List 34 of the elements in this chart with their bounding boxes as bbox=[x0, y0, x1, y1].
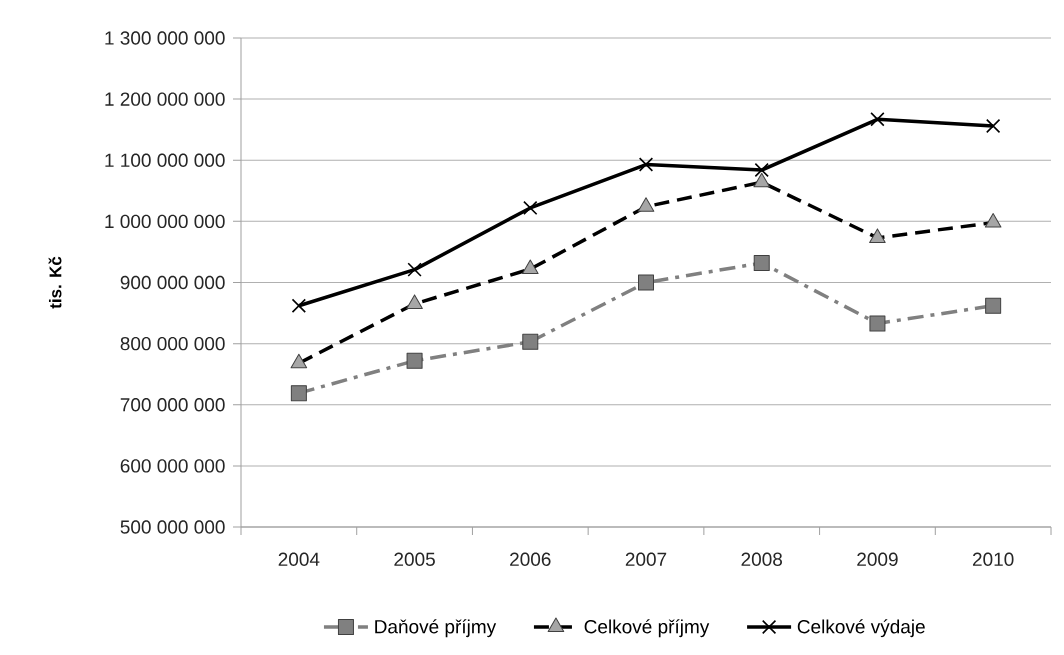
y-tick-label: 800 000 000 bbox=[120, 336, 225, 351]
x-tick-label: 2009 bbox=[857, 552, 898, 566]
point bbox=[290, 385, 307, 402]
x-tick-label: 2004 bbox=[278, 552, 320, 566]
y-tick-label: 1 300 000 000 bbox=[105, 31, 225, 45]
point bbox=[985, 118, 1001, 134]
x-tick-label: 2008 bbox=[741, 552, 783, 566]
point bbox=[407, 262, 422, 277]
y-tick-label: 1 100 000 000 bbox=[105, 153, 225, 167]
x-tick-label: 2007 bbox=[625, 552, 667, 566]
point bbox=[638, 157, 654, 172]
y-tick-label: 600 000 000 bbox=[120, 459, 225, 473]
y-tick-label: 1 200 000 000 bbox=[105, 92, 225, 106]
point bbox=[754, 162, 769, 178]
x-tick-label: 2005 bbox=[394, 552, 435, 566]
y-tick-label: 900 000 000 bbox=[120, 275, 225, 290]
point bbox=[985, 297, 1002, 314]
y-tick-label: 500 000 000 bbox=[120, 520, 225, 534]
x-tick-label: 2006 bbox=[510, 552, 551, 566]
legend-label: Celkové příjmy bbox=[584, 619, 710, 638]
y-axis-title: tis. Kč bbox=[48, 256, 62, 309]
legend-label: Daňové příjmy bbox=[375, 619, 497, 638]
y-tick-label: 700 000 000 bbox=[120, 398, 225, 412]
y-tick-label: 1 000 000 000 bbox=[105, 214, 225, 229]
point bbox=[870, 112, 885, 127]
point bbox=[753, 254, 770, 271]
point bbox=[523, 200, 538, 216]
point bbox=[638, 274, 655, 291]
point bbox=[522, 333, 539, 350]
point bbox=[869, 315, 886, 332]
point bbox=[291, 298, 307, 313]
x-tick-label: 2010 bbox=[972, 552, 1014, 566]
legend-label: Celkové výdaje bbox=[797, 619, 925, 638]
point bbox=[406, 352, 423, 369]
